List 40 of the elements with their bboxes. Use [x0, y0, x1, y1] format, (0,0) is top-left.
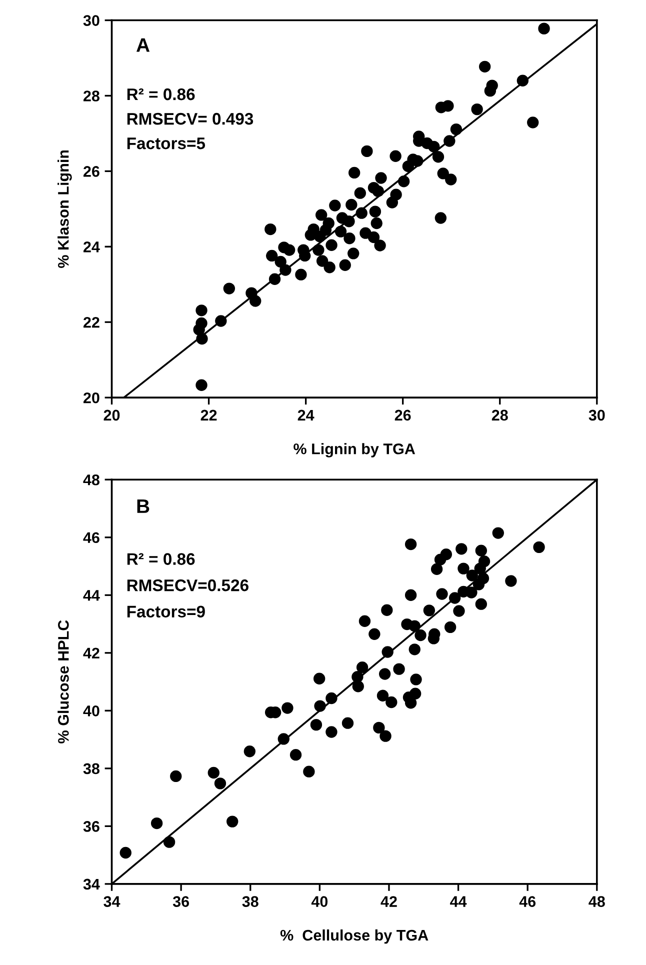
x-tick-label: 48 — [588, 896, 605, 907]
y-tick-label: 36 — [83, 821, 100, 832]
x-tick-label: 34 — [104, 896, 120, 907]
annotation: Factors=9 — [127, 606, 205, 618]
annotation: Factors=5 — [127, 138, 206, 150]
x-axis-title: % Lignin by TGA — [294, 443, 416, 458]
x-axis-title: % Cellulose by TGA — [280, 929, 428, 944]
annotation: R² = 0.86 — [127, 553, 195, 565]
x-tick-label: 38 — [242, 896, 258, 907]
y-axis-title: % Glucose HPLC — [58, 620, 69, 744]
y-tick-label: 28 — [83, 90, 100, 102]
y-tick-label: 30 — [83, 15, 100, 26]
y-tick-label: 20 — [83, 392, 100, 404]
x-tick-label: 30 — [588, 410, 605, 421]
x-tick-label: 20 — [104, 410, 120, 421]
y-tick-label: 34 — [83, 878, 100, 890]
x-tick-label: 28 — [492, 410, 508, 421]
y-tick-label: 44 — [83, 590, 100, 601]
y-tick-label: 26 — [83, 166, 100, 177]
annotation: R² = 0.86 — [127, 88, 195, 100]
y-tick-label: 46 — [83, 532, 100, 544]
x-tick-label: 46 — [519, 896, 536, 907]
y-tick-label: 48 — [83, 474, 100, 486]
x-tick-label: 42 — [380, 896, 397, 907]
y-tick-label: 40 — [83, 706, 100, 716]
x-tick-label: 26 — [394, 410, 411, 421]
x-tick-label: 44 — [450, 896, 467, 907]
y-axis-title: % Klason Lignin — [58, 150, 72, 268]
y-tick-label: 22 — [83, 316, 100, 328]
annotation: B — [137, 500, 150, 513]
x-tick-label: 24 — [298, 410, 314, 420]
annotation: RMSECV=0.526 — [127, 579, 248, 592]
y-tick-label: 24 — [83, 242, 100, 252]
y-tick-label: 42 — [83, 648, 100, 658]
annotation: A — [136, 38, 150, 52]
x-tick-label: 40 — [311, 896, 328, 907]
x-tick-label: 36 — [172, 896, 190, 907]
y-tick-label: 38 — [83, 763, 100, 774]
x-tick-label: 22 — [200, 410, 217, 420]
annotation: RMSECV= 0.493 — [127, 112, 254, 125]
